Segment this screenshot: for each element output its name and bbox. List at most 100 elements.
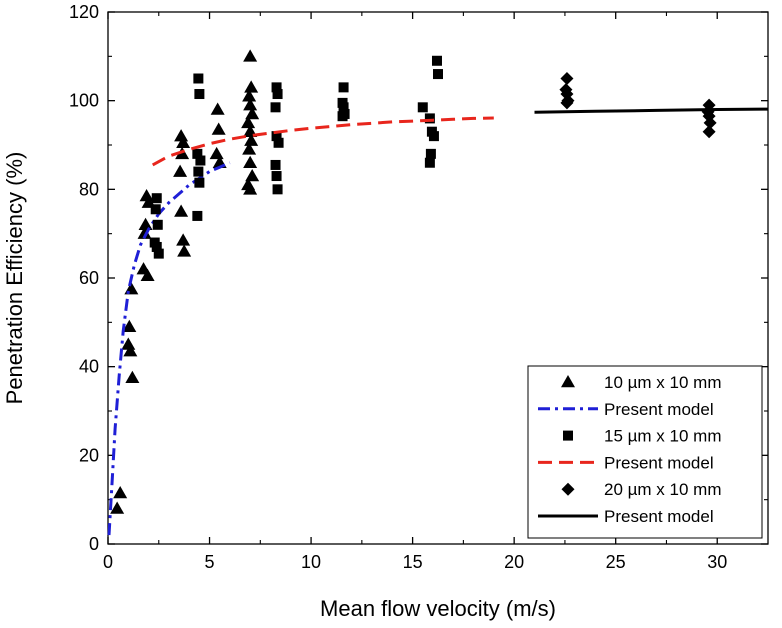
legend-box	[527, 365, 763, 539]
square-point	[194, 89, 205, 100]
triangle-point	[174, 204, 189, 217]
triangle-point	[137, 226, 152, 239]
series-5	[559, 72, 717, 139]
triangle-point	[176, 135, 191, 149]
triangle-point	[125, 370, 140, 383]
legend-label: 15 µm x 10 mm	[604, 427, 722, 446]
triangle-point	[140, 268, 155, 282]
square-point	[194, 177, 205, 188]
legend: 10 µm x 10 mm Present model 15 µm x 10 mm P…	[527, 365, 763, 539]
x-tick-label: 15	[403, 552, 423, 572]
square-point	[337, 111, 348, 122]
model-curve-4	[151, 116, 494, 167]
triangle-point	[210, 102, 225, 115]
model-curve-2	[107, 161, 231, 536]
series-2	[107, 161, 231, 536]
plot-area	[107, 49, 769, 536]
x-tick-label: 30	[707, 552, 727, 572]
x-tick-label: 10	[301, 552, 321, 572]
square-point	[152, 219, 163, 230]
triangle-point	[110, 501, 125, 514]
square-point	[271, 171, 282, 182]
axis-tick-labels: 0 5 10 15 20 25 30 0 20 40 60 80 100 120	[69, 2, 727, 572]
triangle-point	[174, 129, 189, 142]
triangle-point	[242, 89, 257, 102]
y-tick-label: 0	[89, 534, 99, 554]
square-point	[424, 157, 435, 168]
square-point	[271, 82, 282, 93]
square-point	[153, 248, 164, 259]
square-point	[150, 204, 161, 215]
square-point	[431, 55, 442, 66]
square-point	[195, 155, 206, 166]
legend-label: Present model	[604, 453, 714, 472]
square-point	[338, 82, 349, 93]
series-3	[149, 55, 443, 259]
triangle-point	[243, 182, 258, 195]
legend-label: 10 µm x 10 mm	[604, 373, 722, 392]
legend-symbol	[563, 430, 573, 441]
y-tick-label: 100	[69, 91, 99, 111]
x-axis-title: Mean flow velocity (m/s)	[320, 596, 556, 621]
square-point	[272, 89, 283, 100]
square-point	[428, 131, 439, 142]
square-point	[425, 148, 436, 159]
triangle-point	[243, 155, 258, 168]
y-tick-label: 20	[79, 445, 99, 465]
diamond-point	[703, 116, 717, 130]
diamond-point	[560, 96, 574, 110]
triangle-point	[173, 164, 188, 177]
triangle-point	[122, 319, 137, 333]
legend-symbol	[561, 482, 575, 496]
triangle-point	[177, 244, 192, 257]
triangle-point	[241, 115, 256, 129]
series-6	[534, 107, 769, 114]
legend-marker-swatch	[563, 430, 573, 441]
square-point	[270, 159, 281, 170]
triangle-point	[211, 122, 226, 135]
square-point	[424, 113, 435, 124]
model-curve-6	[534, 107, 769, 114]
triangle-point	[245, 106, 260, 120]
triangle-point	[244, 133, 259, 146]
y-tick-label: 60	[79, 268, 99, 288]
triangle-point	[121, 337, 136, 350]
triangle-point	[243, 98, 258, 111]
legend-marker-swatch	[561, 482, 575, 496]
square-point	[151, 193, 162, 204]
diamond-point	[560, 72, 574, 85]
axis-ticks	[107, 11, 768, 545]
triangle-point	[243, 49, 258, 62]
square-point	[193, 73, 204, 84]
diamond-point	[702, 125, 716, 139]
y-axis-title: Penetration Efficiency (%)	[2, 152, 27, 405]
square-point	[338, 102, 349, 113]
legend-label: 20 µm x 10 mm	[604, 480, 722, 499]
square-point	[417, 102, 428, 113]
x-tick-label: 25	[606, 552, 626, 572]
square-point	[192, 148, 203, 159]
square-point	[193, 166, 204, 177]
series-4	[151, 116, 494, 167]
square-point	[271, 131, 282, 142]
square-point	[192, 210, 203, 221]
triangle-point	[139, 188, 154, 202]
y-tick-label: 120	[69, 2, 99, 22]
x-tick-label: 0	[103, 552, 113, 572]
triangle-point	[138, 217, 153, 231]
square-point	[151, 241, 162, 252]
triangle-point	[245, 169, 260, 182]
legend-symbol	[561, 375, 575, 388]
triangle-point	[176, 233, 191, 246]
legend-marker-swatch	[561, 375, 575, 388]
triangle-point	[242, 142, 257, 155]
triangle-point	[123, 344, 138, 357]
x-tick-label: 5	[205, 552, 215, 572]
triangle-point	[244, 80, 259, 93]
y-tick-label: 40	[79, 357, 99, 377]
legend-label: Present model	[604, 400, 714, 419]
square-point	[272, 184, 283, 195]
legend-label: Present model	[604, 507, 714, 526]
square-point	[273, 137, 284, 148]
